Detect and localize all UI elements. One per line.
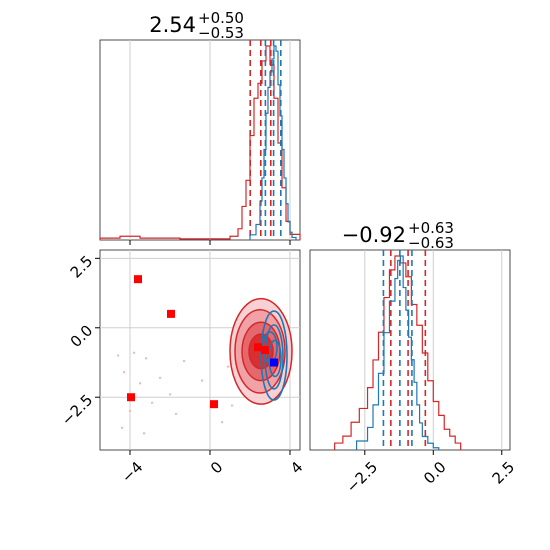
scatter-sample-point — [122, 371, 126, 374]
scatter-sample-point — [150, 401, 154, 404]
hist-top-left-frame — [99, 39, 301, 241]
hist-top-left-title-lower-error: −0.53 — [198, 24, 244, 42]
red-square-marker — [167, 309, 175, 318]
scatter-sample-point — [144, 357, 148, 360]
scatter-sample-point — [142, 432, 146, 435]
scatter-sample-point — [138, 382, 142, 385]
scatter-xtick-label: −4 — [118, 458, 146, 486]
scatter-xtick-label-group: −4 — [118, 458, 146, 486]
red-square-marker — [261, 346, 269, 354]
scatter-xtick-label-group: 0 — [207, 458, 226, 477]
red-square-marker — [127, 393, 135, 402]
blue-square-marker — [270, 358, 278, 367]
hist-bottom-right-series-1-steps — [355, 255, 440, 450]
scatter-ytick-label: 2.5 — [67, 252, 97, 282]
hist-bottom-right-tick-label-group: 0.0 — [420, 458, 450, 488]
blue-contour-level-0 — [260, 310, 288, 401]
scatter-xtick-label: 4 — [287, 458, 306, 477]
hist-top-left-title-upper-error: +0.50 — [198, 9, 244, 27]
scatter-ytick-label: 0.0 — [67, 321, 97, 351]
red-square-marker — [254, 343, 262, 352]
hist-bottom-right-tick-label-group: −2.5 — [343, 458, 381, 496]
scatter-ytick-label-group: 0.0 — [67, 321, 97, 351]
scatter-sample-point — [200, 379, 204, 382]
hist-bottom-right-frame — [309, 249, 511, 451]
hist-bottom-right-title-value: −0.92 — [342, 223, 406, 247]
hist-bottom-right-tick-label: 0.0 — [420, 458, 450, 488]
red-square-marker — [134, 275, 142, 284]
scatter-sample-point — [220, 421, 224, 424]
hist-bottom-right-title-lower-error: −0.63 — [408, 234, 454, 252]
hist-top-left-series-1-steps — [249, 45, 297, 240]
scatter-sample-point — [226, 365, 230, 368]
hist-bottom-right-series-0-steps — [334, 255, 462, 450]
scatter-sample-point — [230, 404, 234, 407]
blue-contour-level-2 — [268, 339, 282, 378]
hist-bottom-right-tick-label: −2.5 — [343, 458, 381, 496]
scatter-xtick-label: 0 — [207, 458, 226, 477]
hist-bottom-right-tick-label: 2.5 — [489, 458, 519, 488]
hist-bottom-right-title-upper-error: +0.63 — [408, 219, 454, 237]
scatter-sample-point — [132, 351, 136, 354]
scatter-sample-point — [158, 376, 162, 379]
scatter-sample-point — [168, 393, 172, 396]
scatter-sample-point — [120, 426, 124, 429]
scatter-ytick-label-group: 2.5 — [67, 252, 97, 282]
scatter-frame — [99, 249, 301, 451]
scatter-ytick-label-group: −2.5 — [58, 391, 96, 429]
scatter-xtick-label-group: 4 — [287, 458, 306, 477]
red-square-marker — [210, 400, 218, 409]
scatter-ytick-label: −2.5 — [58, 391, 96, 429]
scatter-sample-point — [182, 359, 186, 363]
scatter-sample-point — [174, 412, 178, 416]
hist-top-left-title-value: 2.54 — [149, 13, 196, 37]
scatter-sample-point — [128, 409, 132, 413]
scatter-sample-point — [116, 354, 120, 357]
hist-bottom-right-tick-label-group: 2.5 — [489, 458, 519, 488]
